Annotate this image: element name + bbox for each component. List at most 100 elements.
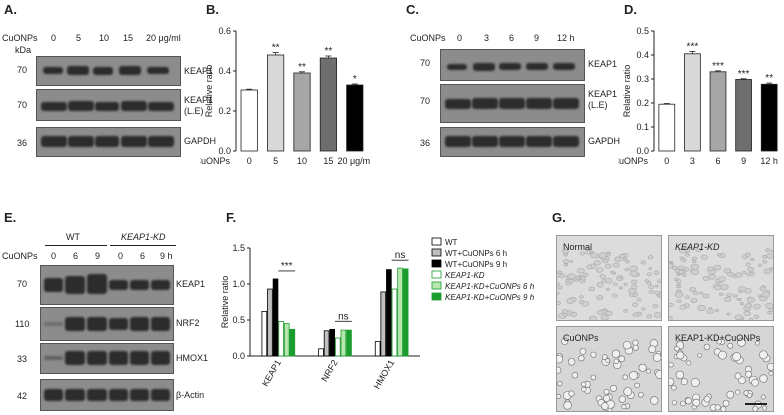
cell-shape bbox=[648, 289, 655, 294]
cell-shape bbox=[669, 262, 674, 269]
cell-shape bbox=[648, 284, 655, 290]
cell-shape bbox=[557, 381, 563, 387]
cell-shape bbox=[669, 377, 675, 386]
cell-shape bbox=[611, 349, 621, 358]
cell-shape bbox=[766, 362, 773, 371]
cell-shape bbox=[578, 355, 585, 362]
panel-e-dose-0: 0 bbox=[51, 251, 57, 261]
y-tick-label: 0.6 bbox=[218, 26, 231, 36]
panel-c-blot-name-1: KEAP1 bbox=[588, 59, 618, 69]
cell-shape bbox=[768, 370, 773, 376]
cell-shape bbox=[726, 292, 733, 298]
cell-shape bbox=[636, 297, 642, 302]
x-tick-label: 20 μg/ml bbox=[337, 156, 370, 166]
cell-shape bbox=[680, 378, 688, 386]
y-tick-label: 0.4 bbox=[636, 50, 649, 60]
panel-e-blot-nrf2 bbox=[40, 307, 174, 341]
panel-a-blot-name-3: GAPDH bbox=[184, 136, 217, 146]
cell-shape bbox=[718, 292, 724, 296]
comparison-label: ns bbox=[338, 311, 349, 322]
cell-shape bbox=[604, 263, 612, 269]
cell-shape bbox=[720, 283, 729, 290]
bar bbox=[278, 321, 284, 357]
cell-shape bbox=[669, 302, 674, 308]
cell-shape bbox=[697, 304, 706, 312]
bar bbox=[402, 268, 409, 357]
cell-shape bbox=[645, 368, 651, 374]
cell-shape bbox=[674, 291, 684, 298]
significance-label: *** bbox=[712, 61, 724, 72]
cell-shape bbox=[601, 402, 609, 410]
cell-shape bbox=[567, 358, 576, 366]
cell-shape bbox=[623, 387, 633, 396]
cell-shape bbox=[629, 265, 638, 272]
bar bbox=[346, 84, 364, 152]
bar bbox=[283, 323, 290, 357]
panel-c-marker-2: 70 bbox=[420, 96, 431, 106]
cell-shape bbox=[625, 260, 630, 264]
cell-shape bbox=[562, 259, 569, 264]
cell-shape bbox=[682, 273, 687, 278]
comparison-label: *** bbox=[281, 261, 293, 272]
cell-shape bbox=[628, 288, 637, 295]
micrograph-keap1-kd-label: KEAP1-KD bbox=[675, 242, 720, 252]
significance-label: * bbox=[353, 74, 357, 85]
cell-shape bbox=[744, 303, 752, 309]
micrograph-keap1-kd-cuonps-label: KEAP1-KD+CuONPs bbox=[675, 333, 761, 343]
cell-shape bbox=[595, 267, 604, 273]
cell-shape bbox=[571, 372, 579, 379]
cell-shape bbox=[601, 354, 608, 360]
cell-shape bbox=[653, 270, 660, 275]
bar bbox=[272, 278, 279, 357]
cell-shape bbox=[680, 400, 686, 407]
cell-shape bbox=[752, 405, 759, 411]
y-axis-label: Relative ratio bbox=[622, 65, 632, 118]
cell-shape bbox=[588, 286, 596, 292]
x-prefix-label: CuONPs bbox=[618, 156, 648, 166]
significance-label: *** bbox=[687, 41, 699, 52]
cell-shape bbox=[726, 312, 731, 316]
y-tick-label: 0.2 bbox=[218, 106, 231, 116]
x-tick-label: 10 bbox=[297, 156, 307, 166]
cell-shape bbox=[618, 395, 626, 403]
cell-shape bbox=[760, 394, 766, 400]
cell-shape bbox=[590, 374, 597, 381]
bar bbox=[391, 288, 398, 357]
cell-shape bbox=[613, 282, 618, 286]
cell-shape bbox=[717, 253, 722, 257]
cell-shape bbox=[648, 267, 653, 270]
micrograph-normal: Normal bbox=[556, 235, 662, 321]
cell-shape bbox=[634, 382, 640, 389]
bar bbox=[386, 269, 392, 357]
cell-shape bbox=[763, 268, 772, 275]
panel-e-dose-3: 0 bbox=[118, 251, 124, 261]
cell-shape bbox=[678, 265, 685, 270]
panel-e-label: E. bbox=[4, 210, 17, 225]
cell-shape bbox=[618, 355, 626, 363]
panel-a-dose-1: 5 bbox=[76, 33, 82, 43]
cell-shape bbox=[669, 362, 674, 368]
cell-shape bbox=[714, 284, 722, 291]
cell-shape bbox=[714, 404, 721, 411]
cell-shape bbox=[603, 394, 611, 402]
panel-b-chart: 0.0 0.2 0.4 0.6 Relative ratio CuONPs 0 ** 5 ** 10… bbox=[200, 26, 370, 166]
cell-shape bbox=[579, 295, 584, 299]
cell-shape bbox=[623, 309, 629, 313]
cell-shape bbox=[602, 258, 609, 264]
cell-shape bbox=[610, 384, 618, 392]
panel-e-dose-1: 6 bbox=[73, 251, 79, 261]
panel-e-marker-1: 70 bbox=[17, 279, 28, 289]
bar bbox=[293, 72, 311, 152]
cell-shape bbox=[699, 291, 704, 295]
y-tick-label: 1.0 bbox=[232, 279, 245, 289]
cell-shape bbox=[630, 279, 638, 285]
cell-shape bbox=[747, 297, 756, 303]
cell-shape bbox=[707, 266, 714, 272]
cell-shape bbox=[739, 302, 744, 306]
cell-shape bbox=[594, 260, 601, 266]
cell-shape bbox=[734, 372, 742, 380]
cell-shape bbox=[599, 274, 606, 279]
cell-shape bbox=[568, 390, 575, 397]
panel-e-marker-3: 33 bbox=[17, 354, 28, 364]
cell-shape bbox=[740, 317, 745, 320]
